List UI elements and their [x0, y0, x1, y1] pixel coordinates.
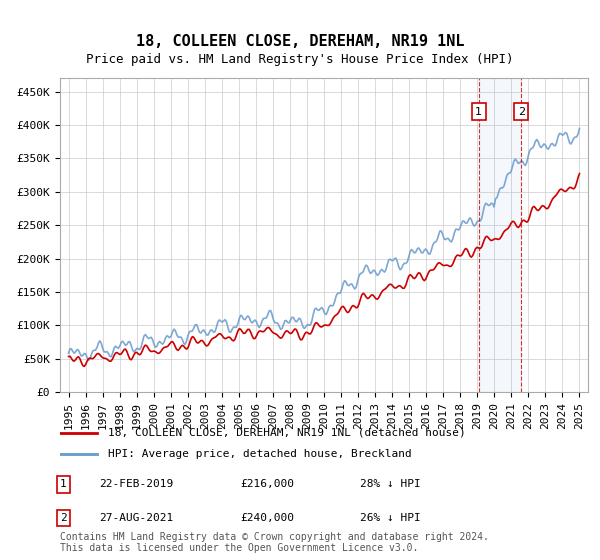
Text: 1: 1 [475, 107, 482, 117]
Text: 1: 1 [60, 479, 67, 489]
Bar [479, 78, 521, 392]
Text: 27-AUG-2021: 27-AUG-2021 [99, 513, 173, 523]
Text: 28% ↓ HPI: 28% ↓ HPI [360, 479, 421, 489]
Text: Contains HM Land Registry data © Crown copyright and database right 2024.
This d: Contains HM Land Registry data © Crown c… [60, 531, 489, 553]
Text: 22-FEB-2019: 22-FEB-2019 [99, 479, 173, 489]
Text: 26% ↓ HPI: 26% ↓ HPI [360, 513, 421, 523]
Text: £240,000: £240,000 [240, 513, 294, 523]
Text: 2: 2 [60, 513, 67, 523]
Text: 18, COLLEEN CLOSE, DEREHAM, NR19 1NL (detached house): 18, COLLEEN CLOSE, DEREHAM, NR19 1NL (de… [107, 428, 465, 437]
Text: 18, COLLEEN CLOSE, DEREHAM, NR19 1NL: 18, COLLEEN CLOSE, DEREHAM, NR19 1NL [136, 34, 464, 49]
Text: £216,000: £216,000 [240, 479, 294, 489]
Text: HPI: Average price, detached house, Breckland: HPI: Average price, detached house, Brec… [107, 449, 411, 459]
Text: Price paid vs. HM Land Registry's House Price Index (HPI): Price paid vs. HM Land Registry's House … [86, 53, 514, 66]
Text: 2: 2 [518, 107, 525, 117]
